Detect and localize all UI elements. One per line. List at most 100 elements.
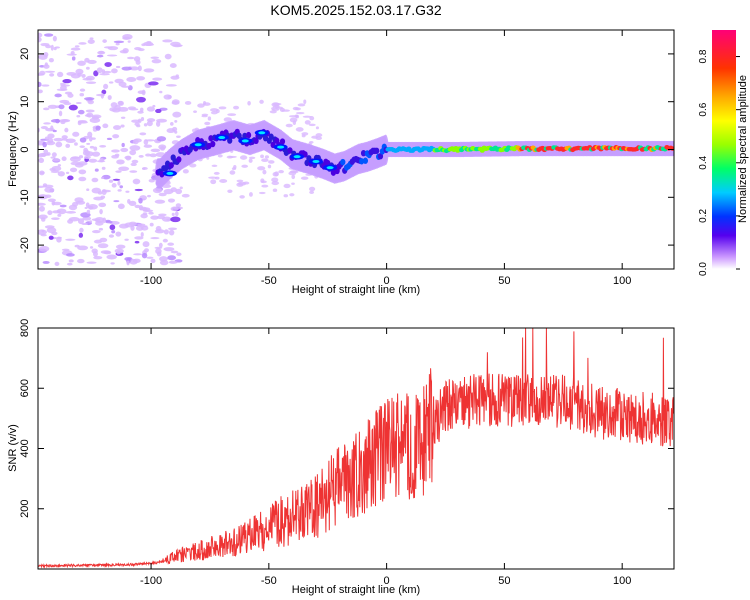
noise-blob <box>93 255 103 260</box>
noise-blob <box>175 74 179 78</box>
colorbar-tick-label: 0.8 <box>698 49 709 63</box>
noise-blob <box>53 47 57 51</box>
noise-blob <box>124 257 131 261</box>
noise-blob <box>74 45 80 48</box>
noise-blob <box>149 153 157 158</box>
noise-blob <box>154 229 165 234</box>
snr-marks <box>38 328 674 569</box>
noise-blob <box>176 135 181 138</box>
noise-blob <box>51 217 60 221</box>
noise-blob <box>106 137 112 140</box>
noise-blob <box>168 229 175 236</box>
noise-blob <box>126 260 130 266</box>
spectrogram-marks <box>38 32 674 267</box>
noise-blob <box>101 166 106 170</box>
noise-blob <box>272 104 280 109</box>
noise-blob <box>39 70 46 76</box>
noise-blob <box>100 176 105 179</box>
noise-blob <box>142 167 146 170</box>
noise-blob <box>175 203 182 208</box>
noise-blob <box>121 66 132 71</box>
noise-blob <box>226 155 234 159</box>
noise-blob <box>136 96 146 103</box>
noise-blob <box>57 164 62 167</box>
noise-blob <box>61 135 68 140</box>
spectrogram-xtick-label: -100 <box>140 275 162 287</box>
noise-blob <box>70 47 81 51</box>
noise-blob <box>46 152 51 156</box>
noise-blob <box>167 255 176 261</box>
snr-xtick-label: -50 <box>261 575 277 587</box>
noise-blob <box>278 170 284 174</box>
noise-blob <box>40 217 46 222</box>
noise-blob <box>52 35 57 42</box>
noise-blob <box>309 186 316 192</box>
noise-blob <box>150 237 160 240</box>
noise-blob <box>91 177 99 183</box>
noise-blob <box>122 36 131 40</box>
noise-blob <box>47 210 53 216</box>
noise-blob <box>283 183 291 189</box>
noise-blob <box>65 171 70 175</box>
noise-blob <box>134 46 142 51</box>
ridge-core <box>359 158 365 165</box>
noise-blob <box>219 179 228 183</box>
ridge-core <box>268 133 274 140</box>
noise-blob <box>113 40 125 44</box>
noise-blob <box>60 120 66 125</box>
spectrogram-ylabel: Frequency (Hz) <box>7 111 19 187</box>
noise-blob <box>136 225 148 228</box>
noise-blob <box>197 103 205 108</box>
noise-blob <box>111 229 116 234</box>
noise-blob <box>133 253 143 256</box>
noise-blob <box>83 147 89 153</box>
colorbar-gradient <box>712 30 736 269</box>
noise-blob <box>162 39 173 43</box>
noise-blob <box>40 233 47 237</box>
noise-blob <box>295 107 301 111</box>
noise-blob <box>108 234 115 238</box>
colorbar-tick-label: 0.4 <box>698 155 709 169</box>
spectrogram-xlabel: Height of straight line (km) <box>292 284 420 296</box>
noise-blob <box>96 67 103 74</box>
noise-blob <box>74 244 80 248</box>
noise-blob <box>260 178 265 183</box>
snr-ytick-label: 800 <box>19 319 31 337</box>
noise-blob <box>247 100 251 106</box>
noise-blob <box>88 158 98 163</box>
noise-blob <box>56 71 64 78</box>
noise-blob <box>152 77 163 81</box>
spectrogram-ytick-label: -20 <box>19 237 31 253</box>
noise-blob <box>108 81 114 84</box>
noise-blob <box>160 146 166 151</box>
noise-blob <box>102 39 107 43</box>
noise-blob <box>103 46 113 49</box>
noise-blob <box>233 105 240 110</box>
noise-blob <box>98 202 107 208</box>
noise-blob <box>311 135 318 139</box>
noise-blob <box>101 189 107 195</box>
noise-blob <box>75 68 84 75</box>
noise-blob <box>57 213 62 217</box>
noise-blob <box>131 119 141 123</box>
noise-blob <box>45 44 52 49</box>
noise-blob <box>109 224 116 231</box>
noise-blob <box>95 125 101 131</box>
noise-blob <box>78 155 84 159</box>
noise-blob <box>163 229 169 235</box>
noise-blob <box>71 156 80 159</box>
noise-blob <box>136 124 141 128</box>
spectrogram-xtick-label: 100 <box>613 275 631 287</box>
noise-blob <box>68 104 78 111</box>
noise-blob <box>129 149 137 156</box>
snr-ytick-label: 600 <box>19 379 31 397</box>
noise-blob <box>139 107 144 112</box>
noise-blob <box>38 202 46 206</box>
noise-blob <box>261 184 269 188</box>
noise-blob <box>84 114 92 117</box>
noise-blob <box>39 65 45 68</box>
noise-blob <box>44 186 55 193</box>
noise-blob <box>174 120 178 123</box>
noise-blob <box>38 205 45 212</box>
